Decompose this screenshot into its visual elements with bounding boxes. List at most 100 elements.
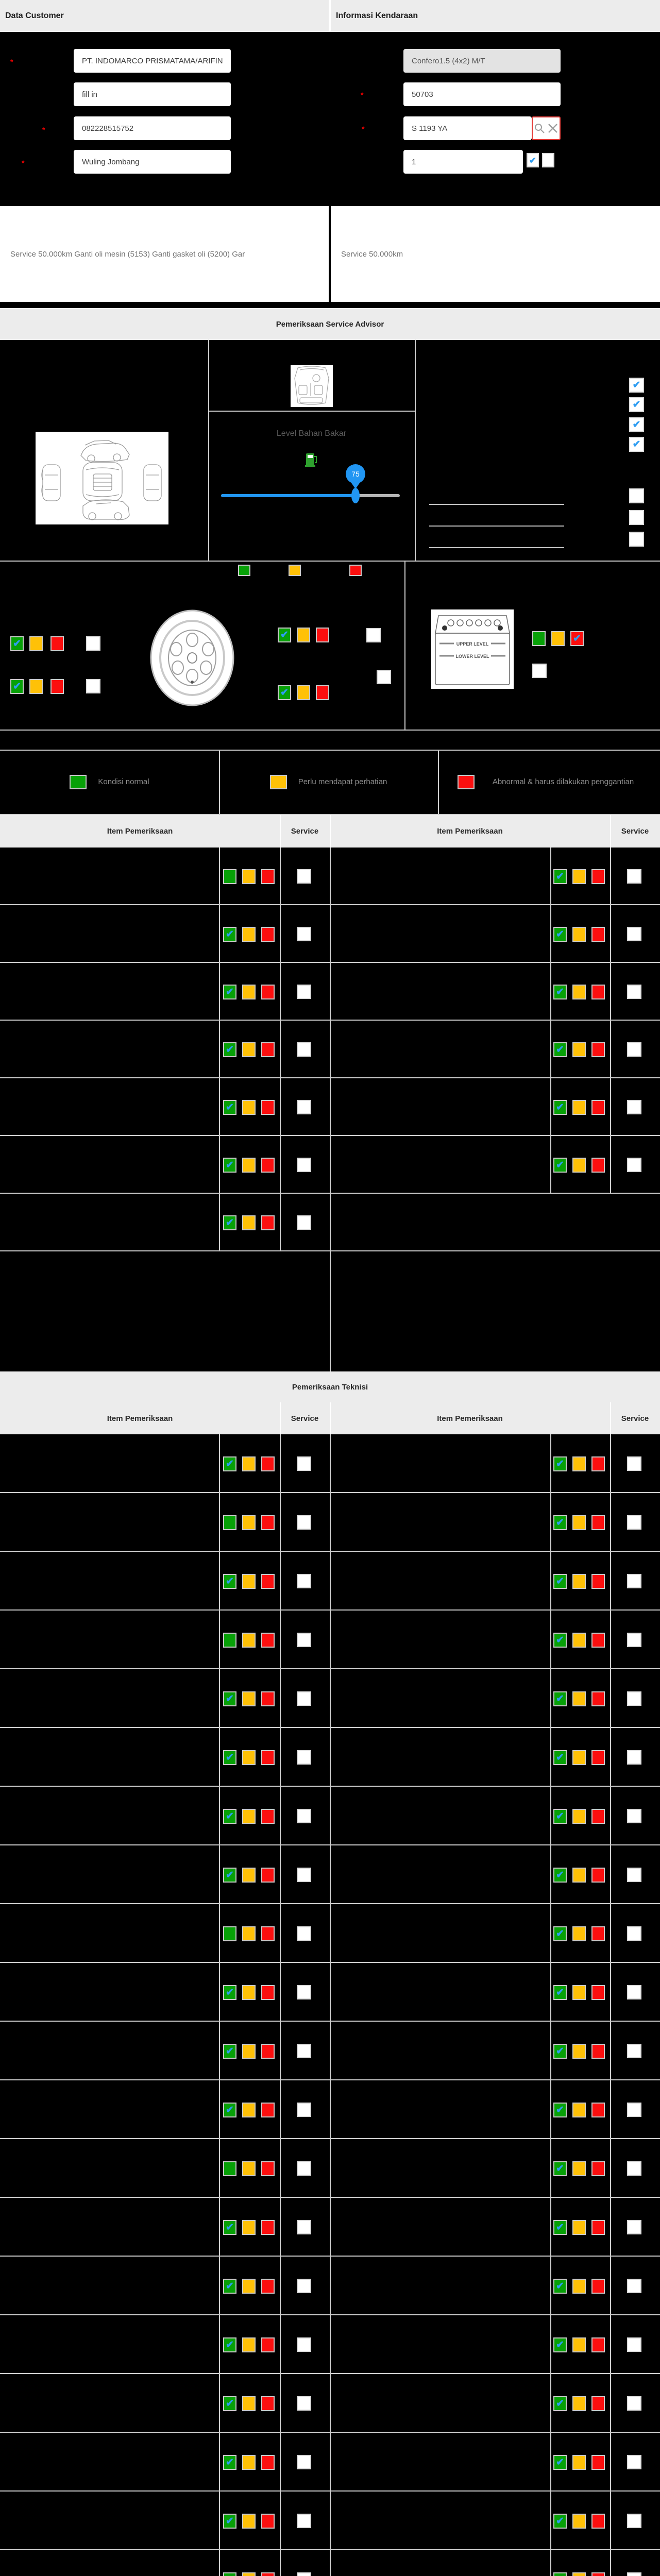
- right-status-red-checkbox[interactable]: [591, 2219, 605, 2235]
- right-status-yellow-checkbox[interactable]: [572, 1573, 586, 1589]
- left-status-red-checkbox[interactable]: [261, 1515, 275, 1530]
- left-status-green-checkbox[interactable]: [223, 869, 236, 884]
- right-status-green-checkbox[interactable]: ✔: [553, 1985, 567, 2000]
- left-status-red-checkbox[interactable]: [261, 1632, 275, 1648]
- left-status-red-checkbox[interactable]: [261, 1926, 275, 1941]
- right-status-red-checkbox[interactable]: [591, 1573, 605, 1589]
- left-status-red-checkbox[interactable]: [261, 1691, 275, 1706]
- left-status-green-checkbox[interactable]: ✔: [223, 2043, 236, 2059]
- right-service-checkbox[interactable]: [627, 1574, 641, 1588]
- right-status-yellow-checkbox[interactable]: [572, 1042, 586, 1057]
- left-service-checkbox[interactable]: [297, 2103, 311, 2117]
- left-status-red-checkbox[interactable]: [261, 984, 275, 999]
- left-status-yellow-checkbox[interactable]: [242, 2337, 256, 2352]
- left-status-red-checkbox[interactable]: [261, 2454, 275, 2470]
- right-status-green-checkbox[interactable]: ✔: [553, 1157, 567, 1173]
- left-status-yellow-checkbox[interactable]: [242, 1099, 256, 1115]
- wheel-lb-service-checkbox[interactable]: [86, 679, 100, 693]
- right-status-red-checkbox[interactable]: [591, 2396, 605, 2411]
- wheel-rt-service-checkbox[interactable]: [366, 628, 381, 642]
- wheel-lt-yellow-checkbox[interactable]: [29, 636, 43, 651]
- left-service-checkbox[interactable]: [297, 1215, 311, 1230]
- car-damage-diagram[interactable]: [36, 432, 168, 524]
- search-icon[interactable]: [533, 122, 546, 134]
- right-status-yellow-checkbox[interactable]: [572, 2278, 586, 2294]
- left-status-green-checkbox[interactable]: ✔: [223, 2337, 236, 2352]
- right-service-checkbox[interactable]: [627, 1926, 641, 1941]
- left-status-yellow-checkbox[interactable]: [242, 2396, 256, 2411]
- left-service-checkbox[interactable]: [297, 2161, 311, 2176]
- wheel-lt-green-checkbox[interactable]: ✔: [10, 636, 24, 651]
- advisor-underline-input-3[interactable]: [429, 547, 564, 548]
- right-service-checkbox[interactable]: [627, 2220, 641, 2234]
- left-status-red-checkbox[interactable]: [261, 2337, 275, 2352]
- right-service-checkbox[interactable]: [627, 2279, 641, 2293]
- right-status-green-checkbox[interactable]: ✔: [553, 2513, 567, 2529]
- right-status-yellow-checkbox[interactable]: [572, 2513, 586, 2529]
- left-service-checkbox[interactable]: [297, 1515, 311, 1530]
- unit-checkbox-checked[interactable]: ✔: [527, 153, 539, 167]
- right-status-green-checkbox[interactable]: ✔: [553, 1926, 567, 1941]
- battery-service-checkbox[interactable]: [532, 664, 547, 678]
- customer-row2-input[interactable]: fill in: [74, 82, 231, 106]
- right-service-checkbox[interactable]: [627, 1750, 641, 1765]
- left-service-checkbox[interactable]: [297, 1633, 311, 1647]
- plate-lookup-buttons[interactable]: [532, 116, 561, 140]
- right-status-red-checkbox[interactable]: [591, 1042, 605, 1057]
- right-status-yellow-checkbox[interactable]: [572, 2396, 586, 2411]
- wheel-rb-red-checkbox[interactable]: [316, 685, 329, 700]
- left-status-red-checkbox[interactable]: [261, 1456, 275, 1471]
- right-service-checkbox[interactable]: [627, 985, 641, 999]
- left-service-checkbox[interactable]: [297, 1100, 311, 1114]
- right-service-checkbox[interactable]: [627, 927, 641, 941]
- right-status-red-checkbox[interactable]: [591, 2043, 605, 2059]
- right-service-checkbox[interactable]: [627, 2103, 641, 2117]
- left-status-green-checkbox[interactable]: ✔: [223, 1573, 236, 1589]
- left-status-yellow-checkbox[interactable]: [242, 1691, 256, 1706]
- wheel-lb-red-checkbox[interactable]: [50, 679, 64, 694]
- left-status-red-checkbox[interactable]: [261, 1985, 275, 2000]
- right-status-green-checkbox[interactable]: ✔: [553, 1515, 567, 1530]
- right-status-green-checkbox[interactable]: ✔: [553, 1691, 567, 1706]
- right-status-green-checkbox[interactable]: ✔: [553, 869, 567, 884]
- left-status-yellow-checkbox[interactable]: [242, 2454, 256, 2470]
- right-status-yellow-checkbox[interactable]: [572, 2043, 586, 2059]
- right-status-red-checkbox[interactable]: [591, 1099, 605, 1115]
- left-status-yellow-checkbox[interactable]: [242, 2161, 256, 2176]
- right-status-yellow-checkbox[interactable]: [572, 2454, 586, 2470]
- advisor-uncheck-1[interactable]: [629, 488, 644, 503]
- right-status-yellow-checkbox[interactable]: [572, 1632, 586, 1648]
- left-status-red-checkbox[interactable]: [261, 1099, 275, 1115]
- advisor-check-4[interactable]: ✔: [629, 437, 644, 452]
- right-status-yellow-checkbox[interactable]: [572, 1750, 586, 1765]
- right-status-green-checkbox[interactable]: ✔: [553, 1042, 567, 1057]
- right-status-red-checkbox[interactable]: [591, 2102, 605, 2117]
- right-status-green-checkbox[interactable]: ✔: [553, 1456, 567, 1471]
- left-status-green-checkbox[interactable]: ✔: [223, 1985, 236, 2000]
- left-status-green-checkbox[interactable]: ✔: [223, 1042, 236, 1057]
- right-service-checkbox[interactable]: [627, 1633, 641, 1647]
- left-service-checkbox[interactable]: [297, 2572, 311, 2576]
- right-status-yellow-checkbox[interactable]: [572, 869, 586, 884]
- right-status-red-checkbox[interactable]: [591, 2161, 605, 2176]
- left-status-red-checkbox[interactable]: [261, 2513, 275, 2529]
- left-status-yellow-checkbox[interactable]: [242, 2513, 256, 2529]
- right-service-checkbox[interactable]: [627, 1158, 641, 1172]
- left-service-checkbox[interactable]: [297, 869, 311, 884]
- wheel-lb-green-checkbox[interactable]: ✔: [10, 679, 24, 694]
- left-status-yellow-checkbox[interactable]: [242, 2572, 256, 2576]
- right-status-yellow-checkbox[interactable]: [572, 1808, 586, 1824]
- left-service-checkbox[interactable]: [297, 2220, 311, 2234]
- right-service-checkbox[interactable]: [627, 2514, 641, 2528]
- left-service-checkbox[interactable]: [297, 1809, 311, 1823]
- left-service-checkbox[interactable]: [297, 2455, 311, 2469]
- left-service-checkbox[interactable]: [297, 2514, 311, 2528]
- right-status-green-checkbox[interactable]: ✔: [553, 1867, 567, 1883]
- right-status-green-checkbox[interactable]: ✔: [553, 926, 567, 942]
- right-status-red-checkbox[interactable]: [591, 1926, 605, 1941]
- left-service-checkbox[interactable]: [297, 1158, 311, 1172]
- advisor-underline-input-2[interactable]: [429, 526, 564, 527]
- vehicle-unit-input[interactable]: 1: [403, 150, 523, 174]
- left-service-checkbox[interactable]: [297, 2044, 311, 2058]
- left-status-green-checkbox[interactable]: ✔: [223, 1867, 236, 1883]
